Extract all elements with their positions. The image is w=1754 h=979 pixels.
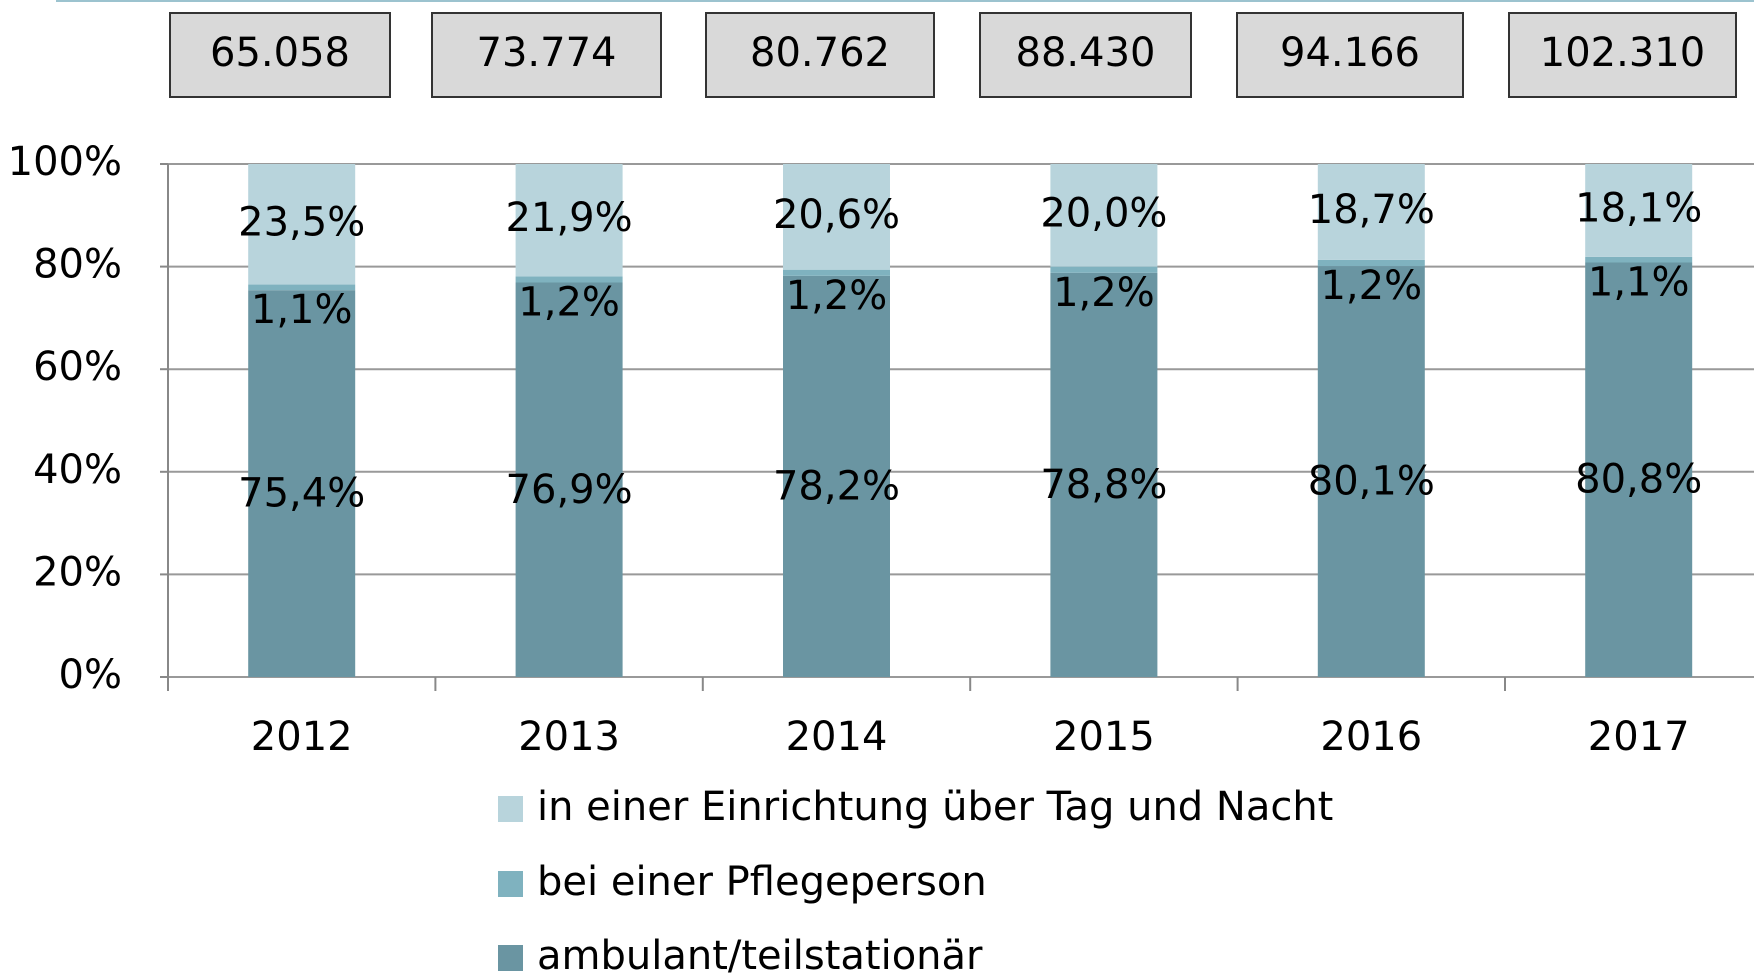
y-tick-label: 40%	[33, 447, 122, 493]
total-box	[431, 12, 662, 98]
y-tick-label: 80%	[33, 242, 122, 288]
data-label: 1,1%	[251, 287, 353, 333]
bar-segment	[248, 164, 356, 285]
bar-segment	[1317, 259, 1425, 267]
x-tick-label: 2016	[1320, 714, 1422, 760]
x-tick-label: 2012	[251, 714, 353, 760]
x-tick-label: 2014	[786, 714, 888, 760]
data-label: 80,1%	[1308, 459, 1435, 505]
total-box	[1236, 12, 1464, 98]
bar-segment	[1585, 262, 1693, 677]
bar-segment	[783, 164, 890, 270]
data-label: 1,1%	[1588, 259, 1690, 305]
data-label: 20,0%	[1040, 190, 1167, 236]
legend-label: bei einer Pflegeperson	[537, 859, 987, 905]
data-label: 18,1%	[1575, 185, 1702, 231]
x-tick-label: 2017	[1588, 714, 1690, 760]
bar-segment	[515, 282, 623, 677]
bar-segment	[783, 269, 890, 276]
data-label: 76,9%	[506, 467, 633, 513]
bar-segment	[1050, 272, 1158, 677]
bar-segment	[1317, 164, 1425, 260]
x-tick-label: 2013	[518, 714, 620, 760]
data-label: 23,5%	[238, 199, 365, 245]
y-tick-label: 20%	[33, 549, 122, 595]
data-label: 21,9%	[506, 195, 633, 241]
legend-swatch	[498, 871, 523, 897]
bar-segment	[1585, 164, 1693, 257]
data-label: 20,6%	[773, 192, 900, 238]
total-box	[979, 12, 1192, 98]
data-label: 80,8%	[1575, 457, 1702, 503]
legend-label: in einer Einrichtung über Tag und Nacht	[537, 784, 1333, 830]
data-label: 1,2%	[1053, 270, 1155, 316]
y-tick-label: 100%	[8, 139, 122, 185]
data-label: 78,8%	[1040, 462, 1167, 508]
y-tick-label: 0%	[59, 652, 122, 698]
total-box	[1508, 12, 1737, 98]
x-tick-label: 2015	[1053, 714, 1155, 760]
bar-segment	[1050, 266, 1158, 273]
data-label: 78,2%	[773, 463, 900, 509]
legend-swatch	[498, 796, 523, 822]
bar-segment	[783, 275, 890, 677]
total-label: 73.774	[477, 30, 617, 76]
bar-segment	[1585, 256, 1693, 263]
data-label: 1,2%	[518, 280, 620, 326]
total-box	[705, 12, 935, 98]
data-label: 18,7%	[1308, 187, 1435, 233]
y-tick-label: 60%	[33, 344, 122, 390]
total-label: 80.762	[750, 30, 890, 76]
total-label: 65.058	[210, 30, 350, 76]
legend-swatch	[498, 945, 523, 971]
data-label: 75,4%	[238, 471, 365, 517]
bar-segment	[1317, 266, 1425, 677]
total-label: 88.430	[1016, 30, 1156, 76]
bar-segment	[248, 284, 356, 291]
bar-segment	[1050, 164, 1158, 267]
total-box	[169, 12, 391, 98]
data-label: 1,2%	[786, 273, 888, 319]
total-label: 94.166	[1280, 30, 1420, 76]
total-label: 102.310	[1540, 30, 1705, 76]
bar-segment	[515, 164, 623, 277]
bar-segment	[248, 290, 356, 677]
legend-label: ambulant/teilstationär	[537, 933, 983, 979]
data-label: 1,2%	[1320, 263, 1422, 309]
bar-segment	[515, 276, 623, 283]
